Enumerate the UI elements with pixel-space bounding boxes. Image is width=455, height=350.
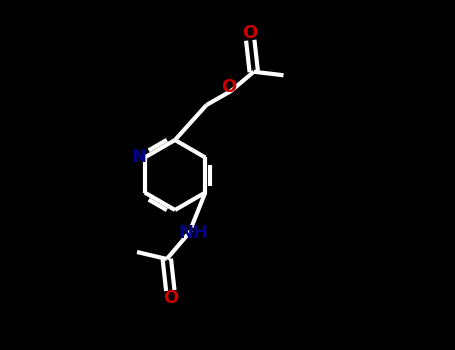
Text: NH: NH [178,224,208,242]
Text: N: N [131,148,146,167]
Text: O: O [222,78,237,96]
Text: O: O [243,24,258,42]
Text: O: O [163,289,178,307]
